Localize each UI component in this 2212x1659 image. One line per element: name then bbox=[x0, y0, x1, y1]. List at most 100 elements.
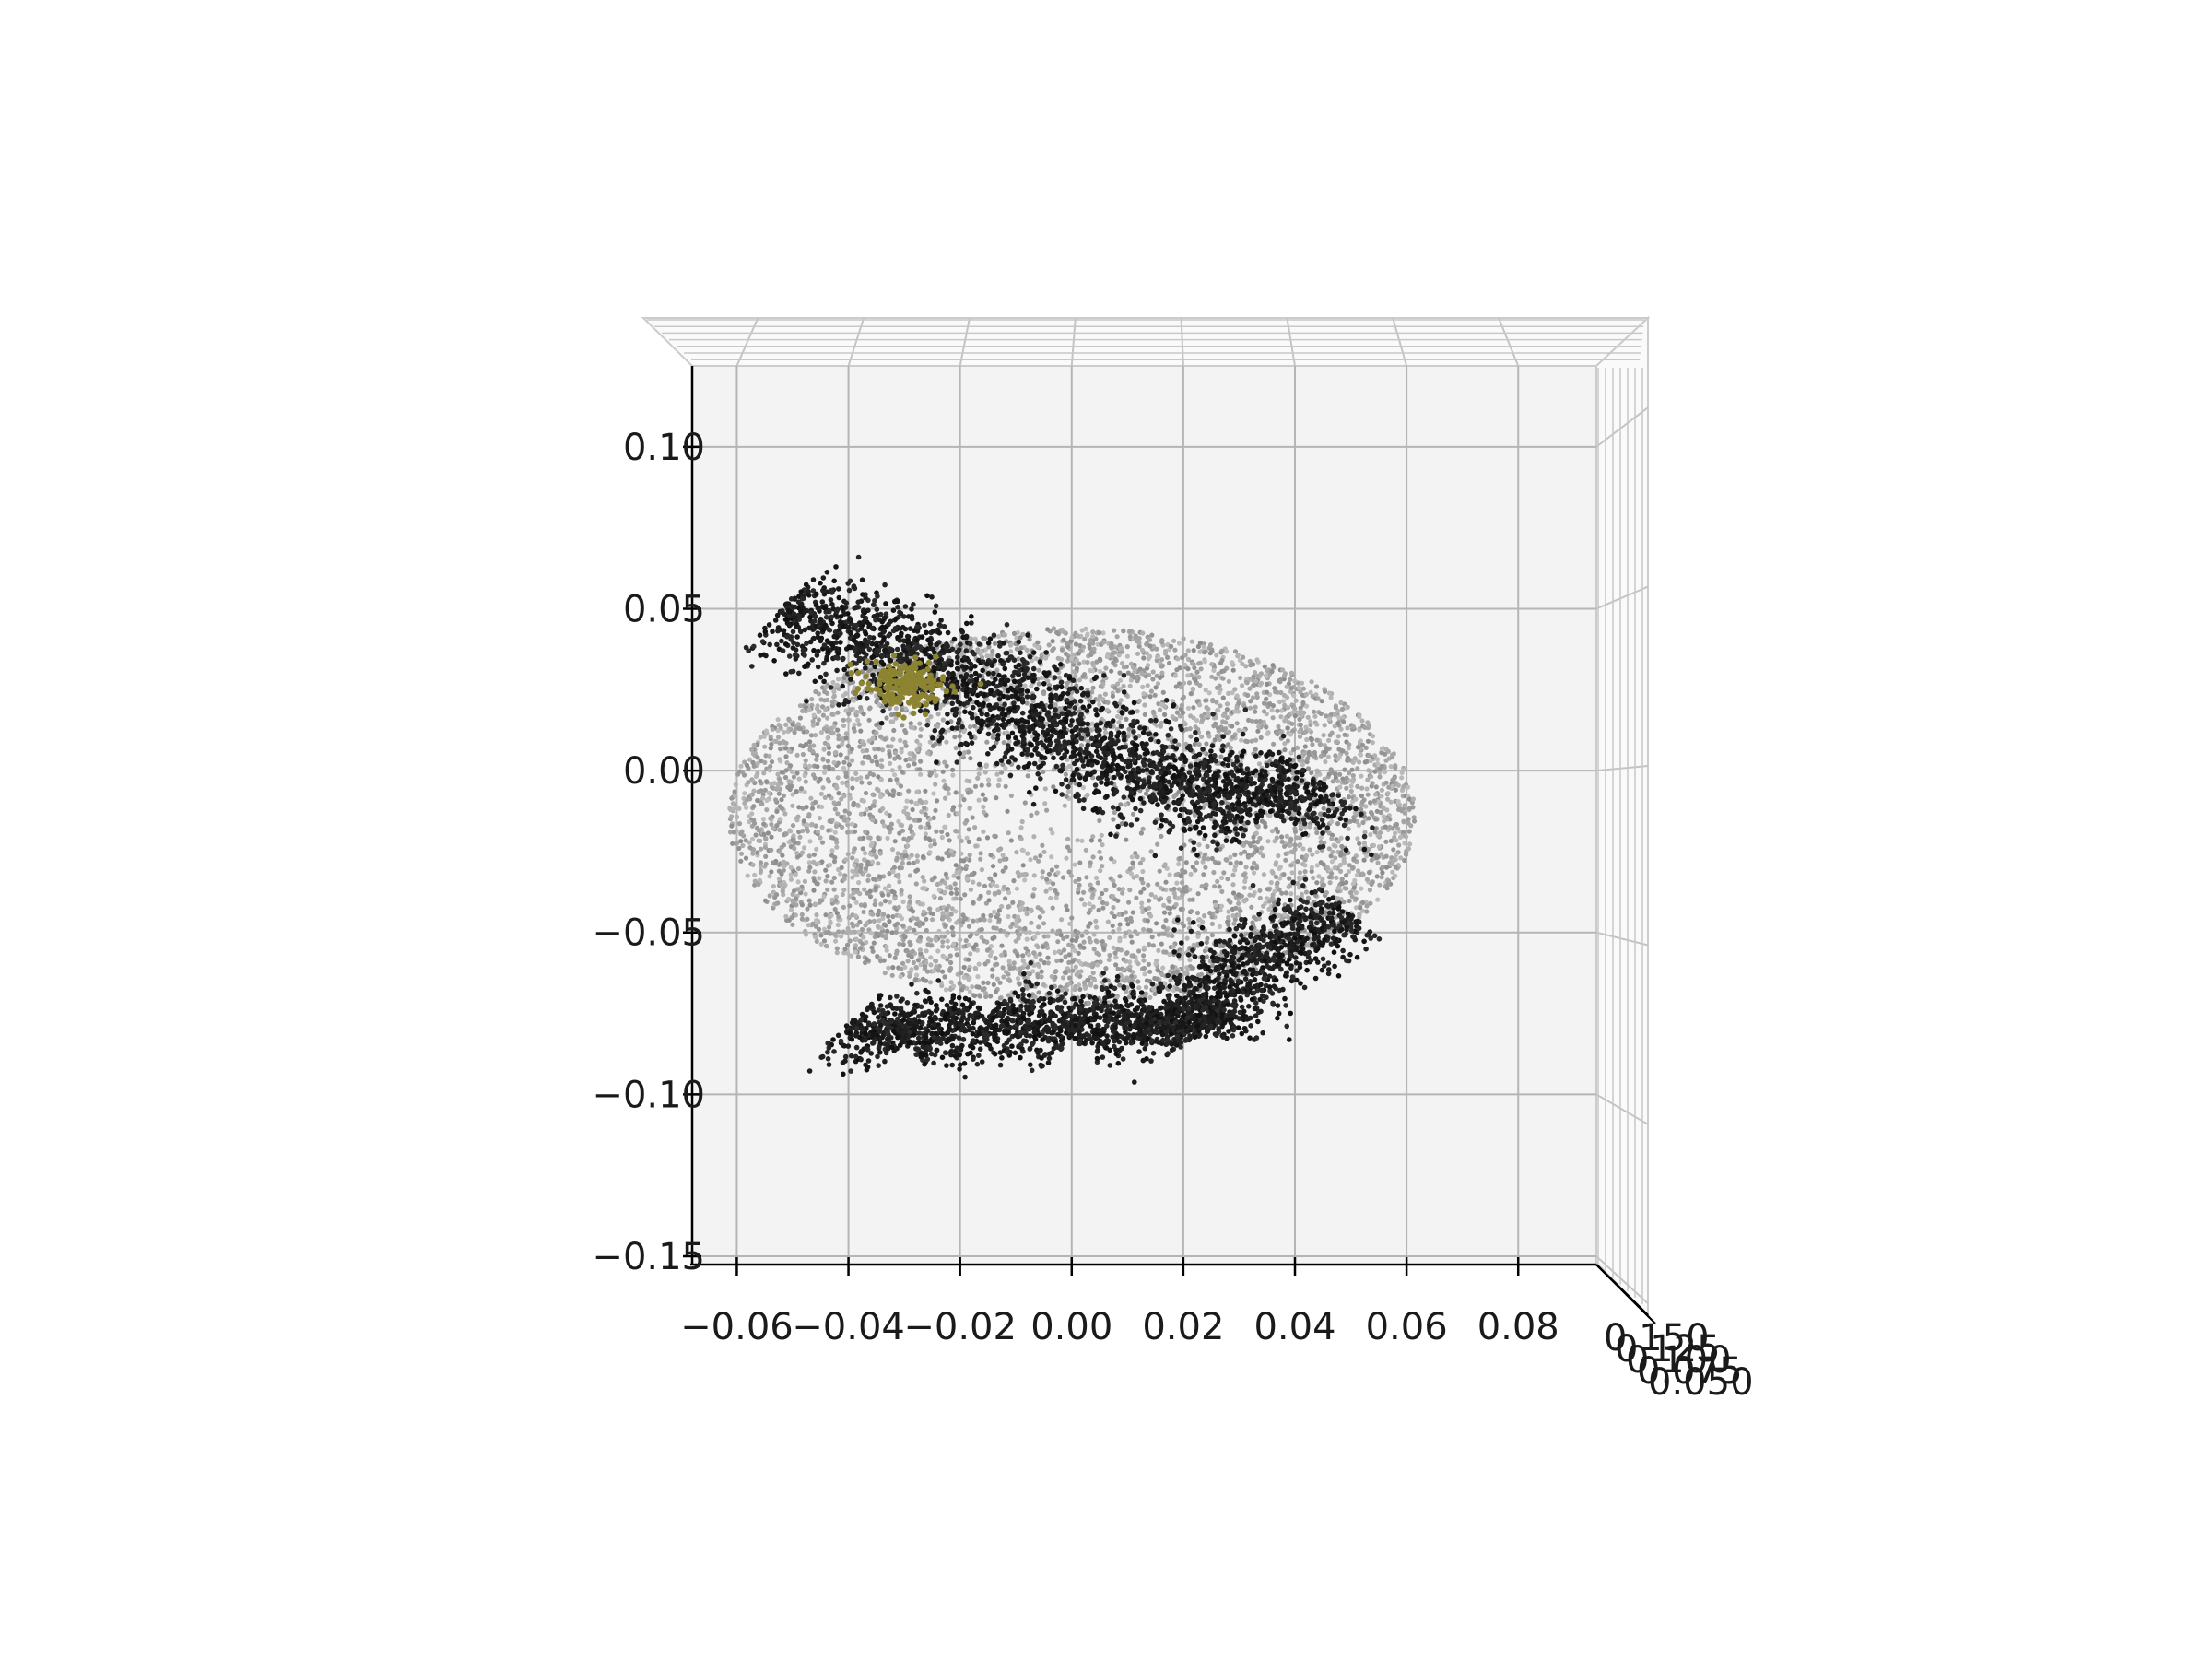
sphere-point bbox=[1333, 705, 1338, 711]
sphere-point bbox=[1335, 734, 1341, 739]
sphere-point bbox=[1037, 951, 1042, 957]
sphere-point bbox=[1069, 635, 1075, 641]
sphere-point bbox=[1157, 897, 1162, 902]
sphere-point bbox=[1168, 906, 1173, 912]
sphere-point bbox=[899, 865, 905, 871]
sphere-point bbox=[966, 967, 971, 972]
sphere-point bbox=[952, 881, 958, 887]
sphere-point bbox=[1121, 968, 1126, 973]
sphere-point bbox=[1174, 710, 1180, 715]
sphere-point bbox=[1247, 892, 1253, 898]
sphere-point bbox=[1088, 864, 1093, 869]
sphere-point bbox=[814, 912, 819, 918]
sphere-point bbox=[969, 789, 974, 794]
sphere-point bbox=[1288, 685, 1294, 691]
sphere-point bbox=[1329, 836, 1335, 841]
sphere-point bbox=[1402, 810, 1407, 816]
sphere-point bbox=[1346, 794, 1352, 800]
sphere-point bbox=[1333, 843, 1338, 849]
sphere-point bbox=[1031, 950, 1037, 956]
sphere-point bbox=[950, 983, 957, 989]
sphere-point bbox=[900, 942, 906, 947]
sphere-point bbox=[1112, 663, 1118, 668]
sphere-point bbox=[832, 830, 838, 835]
sphere-point bbox=[982, 991, 989, 996]
sphere-point bbox=[849, 921, 855, 926]
sphere-point bbox=[1121, 629, 1126, 634]
sphere-point bbox=[1087, 901, 1092, 907]
sphere-point bbox=[848, 707, 853, 712]
sphere-point bbox=[1230, 882, 1236, 888]
sphere-point bbox=[1360, 872, 1366, 877]
sphere-point bbox=[1306, 932, 1312, 937]
sphere-point bbox=[818, 835, 823, 841]
sphere-point bbox=[1173, 901, 1179, 908]
sphere-point bbox=[788, 829, 794, 834]
sphere-point bbox=[930, 911, 935, 917]
sphere-point bbox=[836, 914, 841, 920]
sphere-point bbox=[1014, 635, 1019, 641]
sphere-point bbox=[1041, 769, 1046, 775]
sphere-point bbox=[988, 994, 994, 999]
sphere-point bbox=[1111, 817, 1116, 822]
sphere-point bbox=[1257, 888, 1263, 893]
sphere-point bbox=[1390, 869, 1395, 875]
sphere-point bbox=[1112, 882, 1117, 888]
sphere-point bbox=[759, 801, 764, 806]
sphere-point bbox=[1346, 826, 1351, 831]
sphere-point bbox=[1189, 639, 1194, 644]
sphere-point bbox=[744, 805, 749, 810]
sphere-point bbox=[1014, 921, 1019, 926]
sphere-point bbox=[1288, 891, 1294, 897]
sphere-point bbox=[1258, 680, 1265, 687]
sphere-point bbox=[849, 953, 854, 959]
sphere-point bbox=[1353, 796, 1359, 802]
sphere-point bbox=[901, 933, 907, 938]
sphere-point bbox=[878, 777, 885, 782]
sphere-point bbox=[985, 777, 992, 782]
sphere-point bbox=[1211, 667, 1217, 674]
sphere-point bbox=[803, 891, 808, 897]
sphere-point bbox=[776, 868, 782, 874]
sphere-point bbox=[1112, 644, 1118, 650]
sphere-point bbox=[885, 928, 890, 934]
sphere-point bbox=[1251, 914, 1257, 920]
sphere-point bbox=[816, 861, 821, 866]
sphere-point bbox=[807, 739, 813, 745]
sphere-point bbox=[995, 782, 1001, 789]
sphere-point bbox=[907, 873, 913, 878]
sphere-point bbox=[1012, 948, 1018, 954]
sphere-point bbox=[846, 711, 852, 717]
sphere-point bbox=[847, 903, 853, 909]
sphere-point bbox=[1341, 719, 1347, 724]
sphere-point bbox=[1188, 713, 1194, 719]
sphere-point bbox=[1162, 712, 1168, 718]
sphere-point bbox=[1077, 943, 1083, 948]
sphere-point bbox=[1055, 928, 1061, 935]
sphere-point bbox=[1204, 945, 1209, 950]
sphere-point bbox=[961, 797, 967, 803]
sphere-point bbox=[910, 948, 916, 954]
sphere-point bbox=[768, 734, 773, 740]
sphere-point bbox=[852, 728, 857, 734]
sphere-point bbox=[1155, 881, 1160, 887]
sphere-point bbox=[948, 886, 954, 891]
sphere-point bbox=[882, 886, 888, 891]
sphere-point bbox=[1288, 670, 1295, 676]
sphere-point bbox=[927, 817, 933, 822]
sphere-point bbox=[1284, 684, 1289, 689]
sphere-point bbox=[1125, 670, 1131, 676]
sphere-point bbox=[1373, 817, 1379, 822]
sphere-point bbox=[822, 764, 828, 770]
sphere-point bbox=[1349, 894, 1355, 900]
sphere-point bbox=[1128, 934, 1134, 939]
sphere-point bbox=[1285, 725, 1290, 731]
sphere-point bbox=[827, 914, 832, 920]
sphere-point bbox=[891, 727, 897, 734]
sphere-point bbox=[1314, 880, 1320, 886]
sphere-point bbox=[1136, 698, 1142, 703]
sphere-point bbox=[968, 724, 973, 730]
sphere-point bbox=[1370, 734, 1376, 739]
sphere-point bbox=[1359, 806, 1364, 813]
sphere-point bbox=[1253, 709, 1258, 714]
